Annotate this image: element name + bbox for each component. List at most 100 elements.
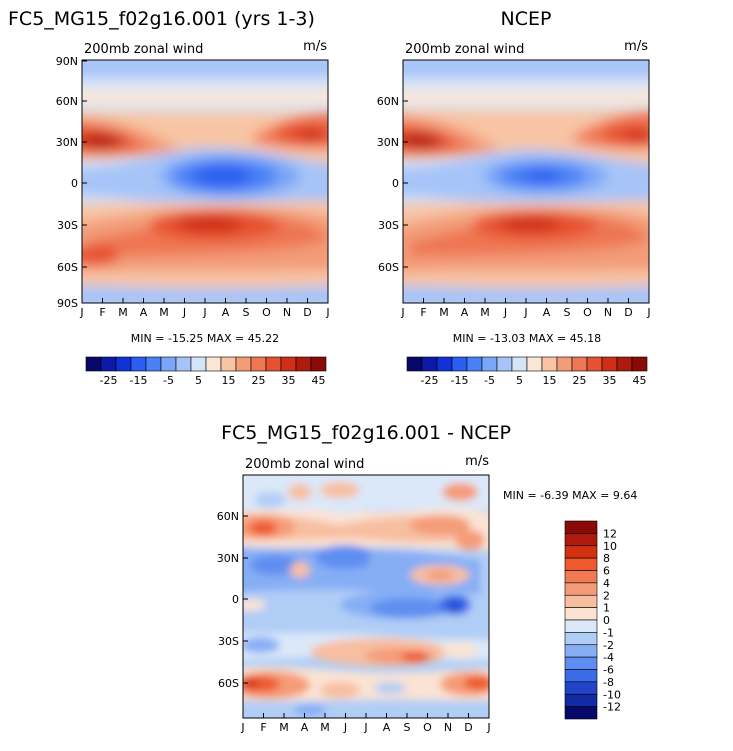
- colorbar-swatch: [85, 356, 102, 372]
- x-tick-label: F: [260, 721, 266, 734]
- x-tick-label: M: [320, 721, 330, 734]
- colorbar-swatch: [295, 356, 312, 372]
- colorbar-label: 1: [603, 602, 610, 615]
- x-tick-label: O: [262, 306, 271, 319]
- x-tick-label: D: [624, 306, 632, 319]
- colorbar-label: -5: [163, 374, 174, 387]
- colorbar-label: -25: [100, 374, 118, 387]
- colorbar-label: -5: [484, 374, 495, 387]
- x-tick-label: S: [404, 721, 411, 734]
- colorbar-swatch: [496, 356, 513, 372]
- y-tick-label: 60N: [217, 510, 239, 523]
- panel-model-field: [82, 60, 328, 303]
- x-tick-label: A: [543, 306, 551, 319]
- colorbar-label: -6: [603, 664, 614, 677]
- x-tick-label: N: [444, 721, 452, 734]
- x-tick-label: J: [523, 306, 527, 319]
- x-tick-label: J: [646, 306, 650, 319]
- colorbar-swatch: [564, 570, 598, 584]
- colorbar-label: -12: [603, 701, 621, 714]
- colorbar-swatch: [436, 356, 453, 372]
- colorbar-label: -15: [130, 374, 148, 387]
- y-tick-label: 30S: [57, 219, 78, 232]
- y-tick-label: 30N: [377, 136, 399, 149]
- colorbar-swatch: [541, 356, 558, 372]
- colorbar-swatch: [564, 594, 598, 608]
- x-tick-label: J: [486, 721, 490, 734]
- colorbar-swatch: [556, 356, 573, 372]
- x-tick-label: J: [363, 721, 367, 734]
- panel-diff-subtitle: 200mb zonal wind: [245, 457, 364, 472]
- colorbar-swatch: [631, 356, 648, 372]
- colorbar-label: 5: [516, 374, 523, 387]
- colorbar-swatch: [406, 356, 423, 372]
- colorbar-swatch: [235, 356, 252, 372]
- colorbar-label: -1: [603, 626, 614, 639]
- colorbar-swatch: [564, 656, 598, 670]
- panel-ncep-title: NCEP: [501, 8, 552, 30]
- x-tick-label: N: [604, 306, 612, 319]
- y-tick-label: 60N: [56, 95, 78, 108]
- panel-model-stats: MIN = -15.25 MAX = 45.22: [131, 332, 279, 345]
- x-tick-label: A: [461, 306, 469, 319]
- colorbar-swatch: [564, 619, 598, 633]
- colorbar-swatch: [564, 632, 598, 646]
- colorbar-label: -15: [451, 374, 469, 387]
- panel-model-units: m/s: [303, 39, 327, 54]
- panel-diff-field: [243, 475, 489, 718]
- colorbar-label: 4: [603, 577, 610, 590]
- colorbar-label: -2: [603, 639, 614, 652]
- y-tick-label: 60S: [378, 261, 399, 274]
- x-tick-label: J: [400, 306, 404, 319]
- colorbar-label: 25: [573, 374, 587, 387]
- colorbar-label: 35: [282, 374, 296, 387]
- y-tick-label: 90N: [56, 55, 78, 68]
- colorbar-swatch: [564, 545, 598, 559]
- x-tick-label: A: [383, 721, 391, 734]
- colorbar-swatch: [564, 669, 598, 683]
- panel-diff: FC5_MG15_f02g16.001 - NCEP 200mb zonal w…: [217, 422, 638, 734]
- colorbar-swatch: [564, 533, 598, 547]
- colorbar-swatch: [160, 356, 177, 372]
- colorbar-label: 12: [603, 527, 617, 540]
- colorbar-swatch: [451, 356, 468, 372]
- x-tick-label: J: [325, 306, 329, 319]
- x-tick-label: O: [583, 306, 592, 319]
- x-tick-label: J: [503, 306, 507, 319]
- colorbar-label: 6: [603, 565, 610, 578]
- y-tick-label: 30N: [56, 136, 78, 149]
- colorbar-swatch: [616, 356, 633, 372]
- colorbar-swatch: [601, 356, 618, 372]
- panel-ncep-field: [403, 60, 649, 303]
- colorbar-label: 0: [603, 614, 610, 627]
- y-tick-label: 30S: [378, 219, 399, 232]
- colorbar-swatch: [100, 356, 117, 372]
- x-tick-label: M: [159, 306, 169, 319]
- x-tick-label: M: [118, 306, 128, 319]
- colorbar-swatch: [280, 356, 297, 372]
- colorbar-swatch: [466, 356, 483, 372]
- colorbar-swatch: [526, 356, 543, 372]
- colorbar-swatch: [265, 356, 282, 372]
- y-tick-label: 60S: [218, 677, 239, 690]
- y-tick-label: 60S: [57, 261, 78, 274]
- colorbar-swatch: [145, 356, 162, 372]
- x-tick-label: A: [140, 306, 148, 319]
- colorbar-label: -10: [603, 688, 621, 701]
- colorbar-label: -25: [421, 374, 439, 387]
- colorbar-label: 2: [603, 589, 610, 602]
- colorbar-label: 45: [633, 374, 647, 387]
- x-tick-label: A: [301, 721, 309, 734]
- y-tick-label: 30S: [218, 635, 239, 648]
- colorbar-label: 15: [222, 374, 236, 387]
- colorbar-swatch: [564, 681, 598, 695]
- panel-model-subtitle: 200mb zonal wind: [84, 42, 203, 57]
- panel-diff-title: FC5_MG15_f02g16.001 - NCEP: [221, 422, 511, 444]
- colorbar-swatch: [564, 582, 598, 596]
- colorbar-swatch: [205, 356, 222, 372]
- colorbar-swatch: [564, 706, 598, 720]
- x-tick-label: J: [79, 306, 83, 319]
- x-tick-label: M: [279, 721, 289, 734]
